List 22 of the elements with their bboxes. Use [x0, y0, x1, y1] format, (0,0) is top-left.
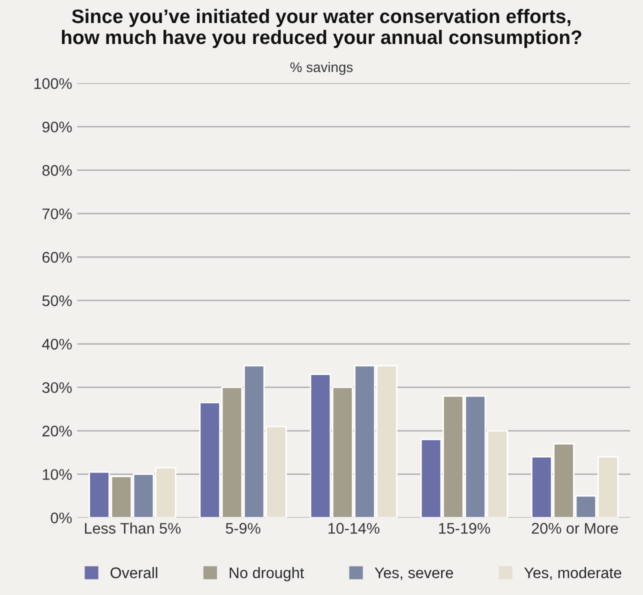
y-tick-label: 0%: [50, 512, 72, 524]
y-tick-label: 10%: [42, 469, 72, 480]
y-tick-label: 80%: [42, 165, 72, 176]
y-tick-label: 70%: [42, 208, 72, 220]
y-tick-label: 50%: [42, 295, 72, 306]
legend-label: Overall: [110, 567, 158, 578]
chart-title: Since you’ve initiated your water conservation efforts, how much have you reduced your annual consumption?: [62, 8, 582, 48]
y-tick-label: 90%: [42, 122, 72, 132]
y-tick-label: 40%: [42, 338, 72, 350]
y-tick-label: 20%: [42, 426, 72, 436]
legend-label: Yes, moderate: [524, 567, 622, 580]
y-tick-label: 100%: [34, 78, 72, 89]
x-tick-label: 20% or More: [532, 522, 618, 534]
x-tick-label: Less Than 5%: [85, 522, 181, 534]
legend-label: Yes, severe: [374, 568, 453, 580]
legend-label: No drought: [230, 567, 304, 582]
y-tick-label: 30%: [42, 382, 72, 394]
y-tick-label: 60%: [42, 252, 72, 263]
x-tick-label: 10-14%: [328, 522, 380, 534]
x-tick-label: 5-9%: [226, 522, 260, 534]
chart-subtitle: % savings: [290, 62, 353, 75]
x-tick-label: 15-19%: [439, 522, 490, 534]
